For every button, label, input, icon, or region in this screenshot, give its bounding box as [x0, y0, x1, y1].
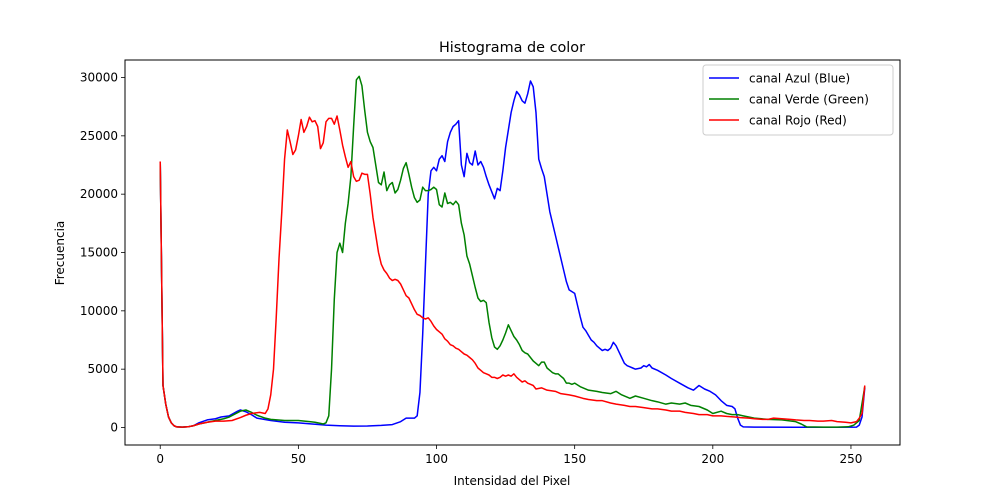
series-line-0: [159, 80, 866, 429]
x-tick-label: 150: [563, 452, 586, 466]
y-tick-label: 15000: [80, 246, 118, 260]
lines-layer: [159, 75, 866, 429]
y-tick-label: 10000: [80, 304, 118, 318]
x-tick-label: 200: [701, 452, 724, 466]
y-tick-label: 0: [110, 421, 118, 435]
legend-frame: [702, 64, 894, 136]
x-tick-label: 250: [840, 452, 863, 466]
y-tick-label: 30000: [80, 71, 118, 85]
series-line-2: [159, 115, 866, 428]
legend: canal Azul (Blue) canal Verde (Green) cana…: [702, 64, 894, 136]
legend-label: canal Verde (Green): [749, 93, 869, 107]
series-line-1: [159, 75, 866, 428]
x-tick-label: 0: [156, 452, 164, 466]
legend-label: canal Rojo (Red): [749, 114, 847, 128]
plot-frame: [124, 59, 901, 446]
y-tick-label: 5000: [87, 362, 118, 376]
legend-label: canal Azul (Blue): [749, 72, 850, 86]
y-tick-label: 25000: [80, 129, 118, 143]
chart-title: Histograma de color: [439, 40, 585, 56]
axes-layer: 0 50 100 150 200 250 0 5000 10000 15000 20000 25000…: [80, 71, 863, 467]
y-axis-label: Frecuencia: [53, 221, 67, 286]
x-tick-label: 100: [425, 452, 448, 466]
x-tick-label: 50: [291, 452, 306, 466]
x-axis-label: Intensidad del Pixel: [454, 474, 571, 488]
y-tick-label: 20000: [80, 187, 118, 201]
